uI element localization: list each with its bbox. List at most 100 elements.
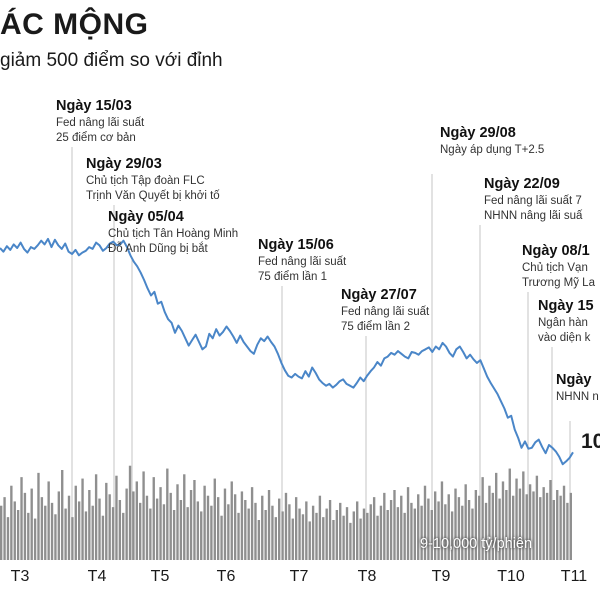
volume-bar [233,494,237,560]
volume-bar [542,487,545,560]
volume-bar [505,490,508,560]
volume-bar [515,478,518,560]
volume-bar [193,480,196,560]
volume-bar [413,508,417,560]
volume-bar [145,495,149,560]
volume-bar [261,495,264,560]
volume-bar [464,484,467,560]
x-tick-label: T3 [10,568,30,585]
volume-bar [339,502,342,560]
event-date: Ngày [556,372,592,388]
volume-bar [495,472,498,560]
volume-bar [569,492,572,560]
volume-bar [447,494,450,560]
volume-bar [271,505,274,560]
volume-bar [311,505,315,560]
volume-bar [403,512,406,560]
event-annotation: Ngày 05/04 Chủ tịch Tân Hoàng Minh Đỗ Anh … [108,208,238,257]
event-text: Đỗ Anh Dũng bị bắt [108,243,208,255]
volume-bar [342,515,345,560]
volume-bar [159,487,162,560]
volume-bar [189,490,193,560]
volume-bar [203,485,206,560]
volume-bar [362,508,366,560]
volume-bar [372,497,376,560]
volume-bar [84,511,88,560]
volume-bar [128,465,132,560]
event-text: NHNN nâng lãi suấ [484,210,583,222]
volume-bar [200,511,203,560]
volume-bar [13,501,16,560]
volume-bar [552,500,556,560]
volume-bar [206,495,210,560]
event-text: 75 điểm lần 1 [258,271,328,283]
volume-bar [67,495,71,560]
volume-bar [94,474,98,560]
x-tick-label: T7 [289,568,309,585]
event-date: Ngày 29/03 [86,156,162,172]
volume-bar [10,485,13,560]
event-annotation: Ngày 29/03 Chủ tịch Tập đoàn FLC Trịnh Văn… [86,155,220,204]
event-text: Ngày áp dụng T+2.5 [440,144,545,156]
volume-bar [105,482,108,560]
volume-bar [37,472,40,560]
volume-bar [213,478,216,560]
x-tick-label: T9 [431,568,451,585]
volume-bar [23,492,27,560]
volume-bar [3,497,6,560]
volume-bar [454,488,457,560]
volume-bar [142,471,145,560]
volume-bar [27,512,30,560]
volume-bar [457,497,461,560]
event-text: 25 điểm cơ bản [56,132,136,144]
volume-bar [522,471,525,560]
x-tick-label: T10 [497,568,525,585]
event-text: Fed nâng lãi suất [258,256,347,268]
volume-bar [176,484,179,560]
volume-caption: 9-10,000 tỷ/phiên [420,536,533,552]
event-date: Ngày 22/09 [484,176,560,192]
volume-bar [118,500,122,560]
volume-bar [471,508,474,560]
volume-bar [461,505,464,560]
volume-bar [155,498,159,560]
volume-bar [135,481,138,560]
volume-bar [101,515,105,560]
volume-bar [379,505,383,560]
volume-bar [210,505,213,560]
volume-bar [281,511,284,560]
event-text: Chủ tịch Vạn [522,262,588,274]
x-tick-label: T6 [216,568,236,585]
volume-bar [0,505,3,560]
volume-bar [30,488,33,560]
volume-bar [284,492,288,560]
volume-bar [396,507,400,560]
volume-bar [420,505,423,560]
event-date: Ngày 29/08 [440,125,516,141]
volume-bar [132,491,135,560]
volume-bar [88,490,91,560]
volume-bar [183,474,186,560]
volume-bar [478,495,481,560]
x-tick-label: T4 [87,568,107,585]
volume-bar [308,521,311,560]
volume-bar [278,498,281,560]
volume-bar [216,497,220,560]
volume-bar [484,502,488,560]
event-text: NHNN n [556,391,599,403]
volume-bar [322,517,325,560]
volume-bar [474,490,478,560]
volume-bar [16,510,20,560]
volume-bar [169,492,172,560]
volume-bar [139,502,142,560]
volume-bar [179,500,183,560]
volume-bar [430,510,433,560]
volume-bar [162,504,166,560]
volume-bar [149,508,152,560]
event-annotation: Ngày 27/07 Fed nâng lãi suất 75 điểm lần 2 [341,286,429,335]
volume-bar [545,492,549,560]
volume-bar [556,490,559,560]
volume-bar [223,488,227,560]
volume-bar [91,505,94,560]
